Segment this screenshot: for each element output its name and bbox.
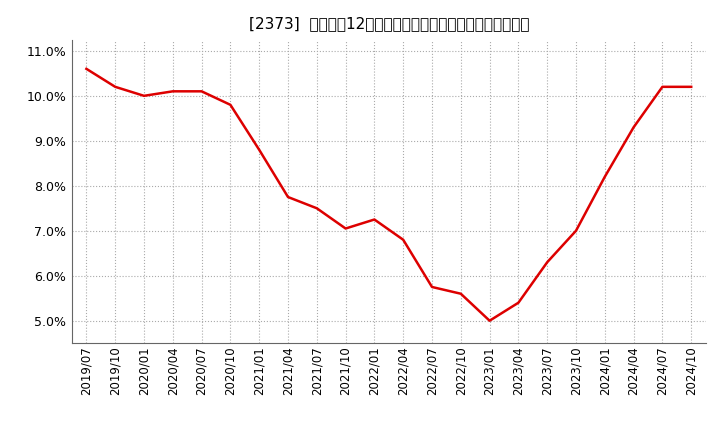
Title: [2373]  売上高の12か月移動合計の対前年同期増減率の推移: [2373] 売上高の12か月移動合計の対前年同期増減率の推移 [248,16,529,32]
